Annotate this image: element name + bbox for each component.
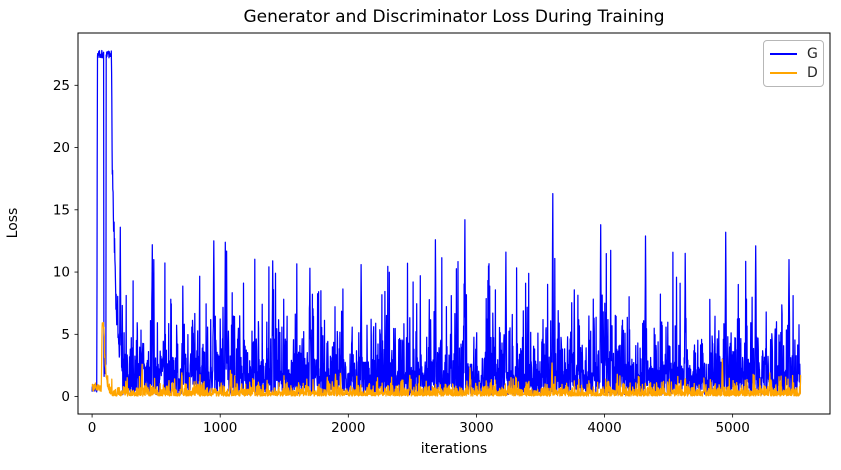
x-tick-label: 0 <box>88 420 97 436</box>
x-tick-label: 1000 <box>203 420 237 436</box>
legend-label-g: G <box>807 46 818 62</box>
legend-entry-d: D <box>770 65 818 81</box>
legend: G D <box>763 40 824 87</box>
y-tick-label: 20 <box>53 140 70 156</box>
y-tick-label: 10 <box>53 265 70 281</box>
y-tick-label: 5 <box>61 327 70 343</box>
x-axis-label: iterations <box>420 441 488 457</box>
y-tick-label: 15 <box>53 202 70 218</box>
d-line-sample-icon <box>770 72 797 74</box>
legend-entry-g: G <box>770 46 818 62</box>
series-line-g <box>91 49 802 396</box>
x-tick-label: 2000 <box>331 420 365 436</box>
series-line-d <box>91 321 802 397</box>
y-tick-label: 0 <box>61 389 70 405</box>
y-axis-label: Loss <box>5 207 21 239</box>
chart-title: Generator and Discriminator Loss During … <box>243 7 665 27</box>
x-tick-label: 4000 <box>587 420 621 436</box>
x-tick-label: 3000 <box>459 420 493 436</box>
x-tick-label: 5000 <box>715 420 749 436</box>
g-line-sample-icon <box>770 53 797 55</box>
y-tick-label: 25 <box>53 78 70 94</box>
legend-label-d: D <box>807 65 818 81</box>
axes-spines <box>77 32 831 415</box>
